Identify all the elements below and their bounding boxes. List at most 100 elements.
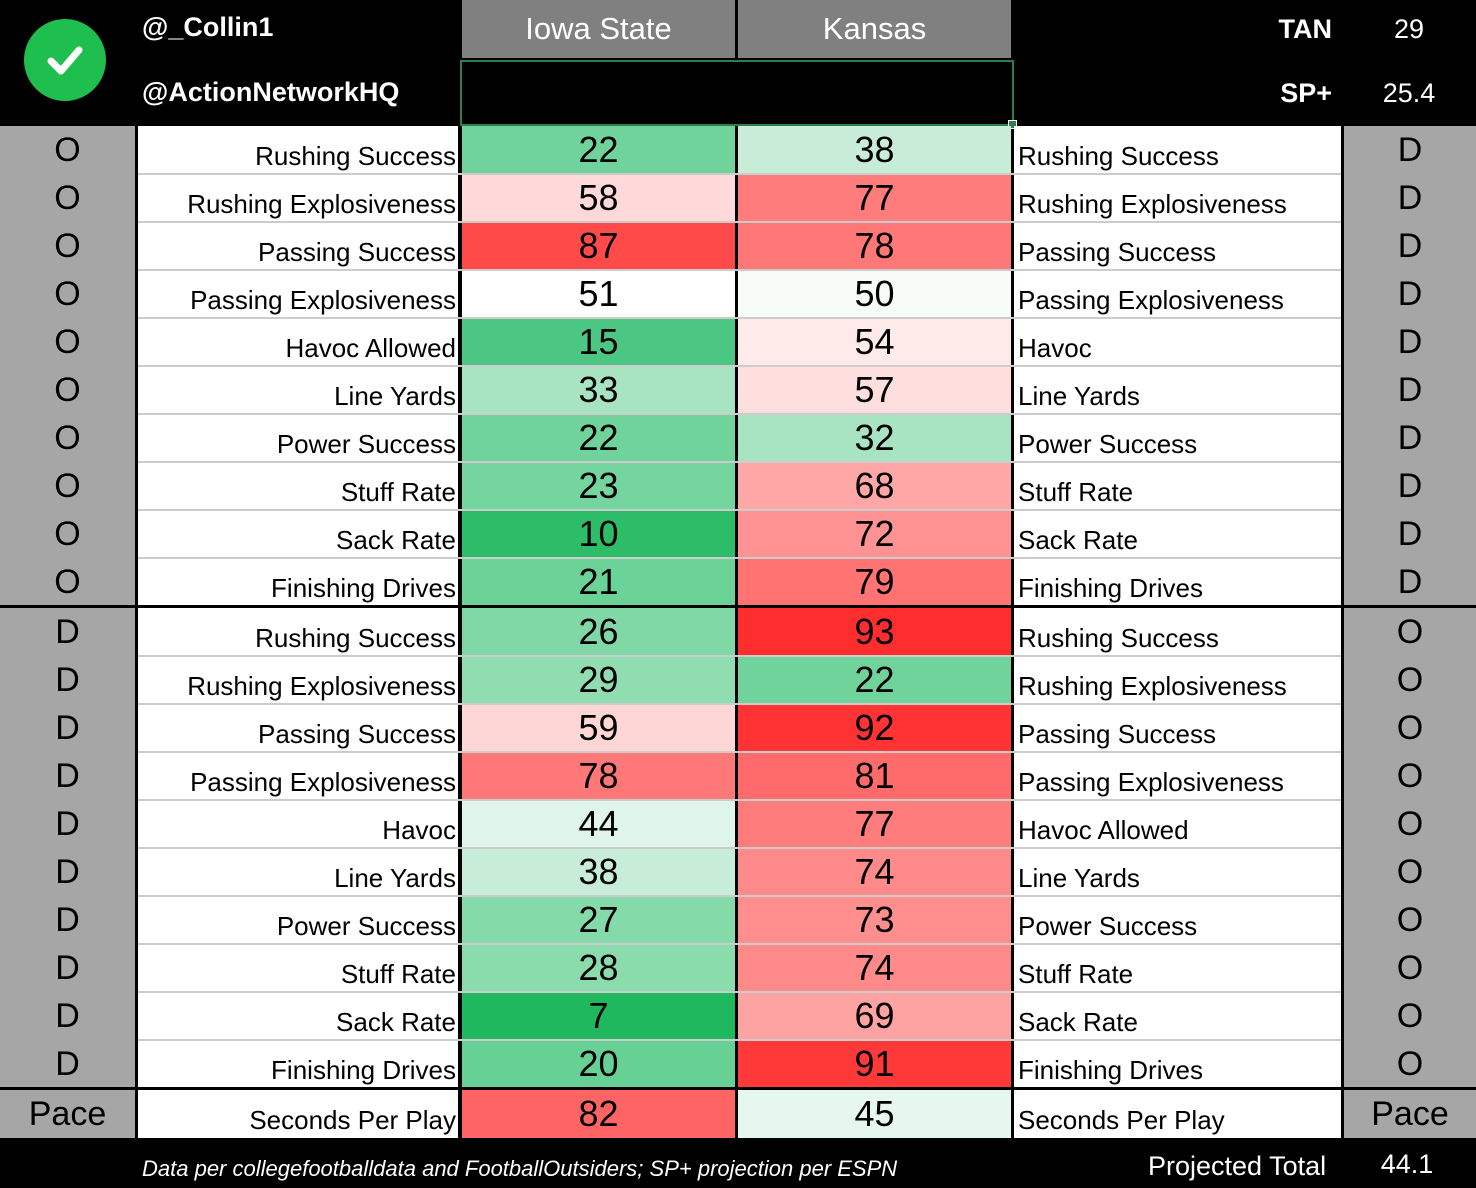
side-right-cell[interactable]: D xyxy=(1344,270,1476,318)
value-right-cell[interactable]: 93 xyxy=(738,608,1011,656)
team-header-right[interactable]: Kansas xyxy=(738,0,1011,58)
side-right-cell[interactable]: D xyxy=(1344,174,1476,222)
side-left-cell[interactable]: D xyxy=(0,704,135,752)
side-right-cell[interactable]: O xyxy=(1344,992,1476,1040)
side-right-cell[interactable]: D xyxy=(1344,318,1476,366)
value-right-cell[interactable]: 78 xyxy=(738,222,1011,270)
label-right-cell[interactable]: Sack Rate xyxy=(1014,992,1341,1040)
label-right-cell[interactable]: Passing Explosiveness xyxy=(1014,270,1341,318)
side-left-cell[interactable]: O xyxy=(0,414,135,462)
value-right-cell[interactable]: 68 xyxy=(738,462,1011,510)
side-right-cell[interactable]: D xyxy=(1344,558,1476,606)
label-right-cell[interactable]: Passing Success xyxy=(1014,222,1341,270)
value-right-cell[interactable]: 22 xyxy=(738,656,1011,704)
side-left-cell[interactable]: D xyxy=(0,752,135,800)
side-left-cell[interactable]: D xyxy=(0,608,135,656)
value-right-cell[interactable]: 69 xyxy=(738,992,1011,1040)
side-right-cell[interactable]: O xyxy=(1344,608,1476,656)
side-left-cell[interactable]: D xyxy=(0,896,135,944)
label-right-cell[interactable]: Havoc xyxy=(1014,318,1341,366)
label-left-cell[interactable]: Power Success xyxy=(138,896,458,944)
label-left-cell[interactable]: Rushing Success xyxy=(138,608,458,656)
value-left-cell[interactable]: 23 xyxy=(462,462,735,510)
label-left-cell[interactable]: Sack Rate xyxy=(138,510,458,558)
side-right-cell[interactable]: D xyxy=(1344,462,1476,510)
side-left-cell[interactable]: O xyxy=(0,126,135,174)
label-right-cell[interactable]: Rushing Explosiveness xyxy=(1014,656,1341,704)
side-left-cell[interactable]: O xyxy=(0,558,135,606)
label-left-cell[interactable]: Line Yards xyxy=(138,848,458,896)
label-right-cell[interactable]: Rushing Explosiveness xyxy=(1014,174,1341,222)
selected-cell[interactable] xyxy=(460,60,1014,126)
value-left-cell[interactable]: 22 xyxy=(462,126,735,174)
label-left-cell[interactable]: Line Yards xyxy=(138,366,458,414)
value-left-cell[interactable]: 10 xyxy=(462,510,735,558)
side-right-cell[interactable]: D xyxy=(1344,126,1476,174)
label-left-cell[interactable]: Rushing Explosiveness xyxy=(138,174,458,222)
label-left-cell[interactable]: Stuff Rate xyxy=(138,462,458,510)
side-left-cell[interactable]: Pace xyxy=(0,1090,135,1138)
value-right-cell[interactable]: 32 xyxy=(738,414,1011,462)
label-right-cell[interactable]: Finishing Drives xyxy=(1014,1040,1341,1088)
side-left-cell[interactable]: O xyxy=(0,318,135,366)
label-left-cell[interactable]: Passing Success xyxy=(138,704,458,752)
label-left-cell[interactable]: Seconds Per Play xyxy=(138,1090,458,1138)
label-right-cell[interactable]: Power Success xyxy=(1014,896,1341,944)
side-left-cell[interactable]: D xyxy=(0,800,135,848)
value-left-cell[interactable]: 20 xyxy=(462,1040,735,1088)
side-right-cell[interactable]: O xyxy=(1344,848,1476,896)
side-left-cell[interactable]: D xyxy=(0,1040,135,1088)
value-right-cell[interactable]: 74 xyxy=(738,944,1011,992)
label-left-cell[interactable]: Passing Success xyxy=(138,222,458,270)
label-left-cell[interactable]: Finishing Drives xyxy=(138,558,458,606)
value-left-cell[interactable]: 29 xyxy=(462,656,735,704)
side-right-cell[interactable]: D xyxy=(1344,366,1476,414)
side-left-cell[interactable]: O xyxy=(0,270,135,318)
label-left-cell[interactable]: Havoc xyxy=(138,800,458,848)
side-right-cell[interactable]: D xyxy=(1344,510,1476,558)
side-left-cell[interactable]: O xyxy=(0,510,135,558)
label-right-cell[interactable]: Power Success xyxy=(1014,414,1341,462)
label-right-cell[interactable]: Passing Explosiveness xyxy=(1014,752,1341,800)
side-right-cell[interactable]: O xyxy=(1344,752,1476,800)
label-right-cell[interactable]: Stuff Rate xyxy=(1014,944,1341,992)
label-left-cell[interactable]: Rushing Success xyxy=(138,126,458,174)
value-right-cell[interactable]: 38 xyxy=(738,126,1011,174)
side-left-cell[interactable]: O xyxy=(0,222,135,270)
label-left-cell[interactable]: Rushing Explosiveness xyxy=(138,656,458,704)
value-left-cell[interactable]: 78 xyxy=(462,752,735,800)
label-right-cell[interactable]: Line Yards xyxy=(1014,848,1341,896)
label-right-cell[interactable]: Seconds Per Play xyxy=(1014,1090,1341,1138)
label-left-cell[interactable]: Power Success xyxy=(138,414,458,462)
side-left-cell[interactable]: O xyxy=(0,462,135,510)
value-right-cell[interactable]: 57 xyxy=(738,366,1011,414)
side-right-cell[interactable]: O xyxy=(1344,656,1476,704)
side-right-cell[interactable]: Pace xyxy=(1344,1090,1476,1138)
label-left-cell[interactable]: Havoc Allowed xyxy=(138,318,458,366)
value-left-cell[interactable]: 27 xyxy=(462,896,735,944)
team-header-left[interactable]: Iowa State xyxy=(462,0,735,58)
side-left-cell[interactable]: O xyxy=(0,174,135,222)
side-right-cell[interactable]: O xyxy=(1344,800,1476,848)
value-right-cell[interactable]: 45 xyxy=(738,1090,1011,1138)
label-left-cell[interactable]: Passing Explosiveness xyxy=(138,270,458,318)
label-right-cell[interactable]: Havoc Allowed xyxy=(1014,800,1341,848)
value-left-cell[interactable]: 28 xyxy=(462,944,735,992)
value-left-cell[interactable]: 21 xyxy=(462,558,735,606)
value-left-cell[interactable]: 7 xyxy=(462,992,735,1040)
value-left-cell[interactable]: 26 xyxy=(462,608,735,656)
label-left-cell[interactable]: Finishing Drives xyxy=(138,1040,458,1088)
value-right-cell[interactable]: 50 xyxy=(738,270,1011,318)
value-left-cell[interactable]: 51 xyxy=(462,270,735,318)
side-right-cell[interactable]: D xyxy=(1344,414,1476,462)
value-right-cell[interactable]: 72 xyxy=(738,510,1011,558)
side-right-cell[interactable]: D xyxy=(1344,222,1476,270)
value-right-cell[interactable]: 73 xyxy=(738,896,1011,944)
side-right-cell[interactable]: O xyxy=(1344,1040,1476,1088)
value-left-cell[interactable]: 22 xyxy=(462,414,735,462)
value-right-cell[interactable]: 77 xyxy=(738,800,1011,848)
side-left-cell[interactable]: D xyxy=(0,992,135,1040)
value-left-cell[interactable]: 15 xyxy=(462,318,735,366)
value-left-cell[interactable]: 87 xyxy=(462,222,735,270)
value-left-cell[interactable]: 44 xyxy=(462,800,735,848)
